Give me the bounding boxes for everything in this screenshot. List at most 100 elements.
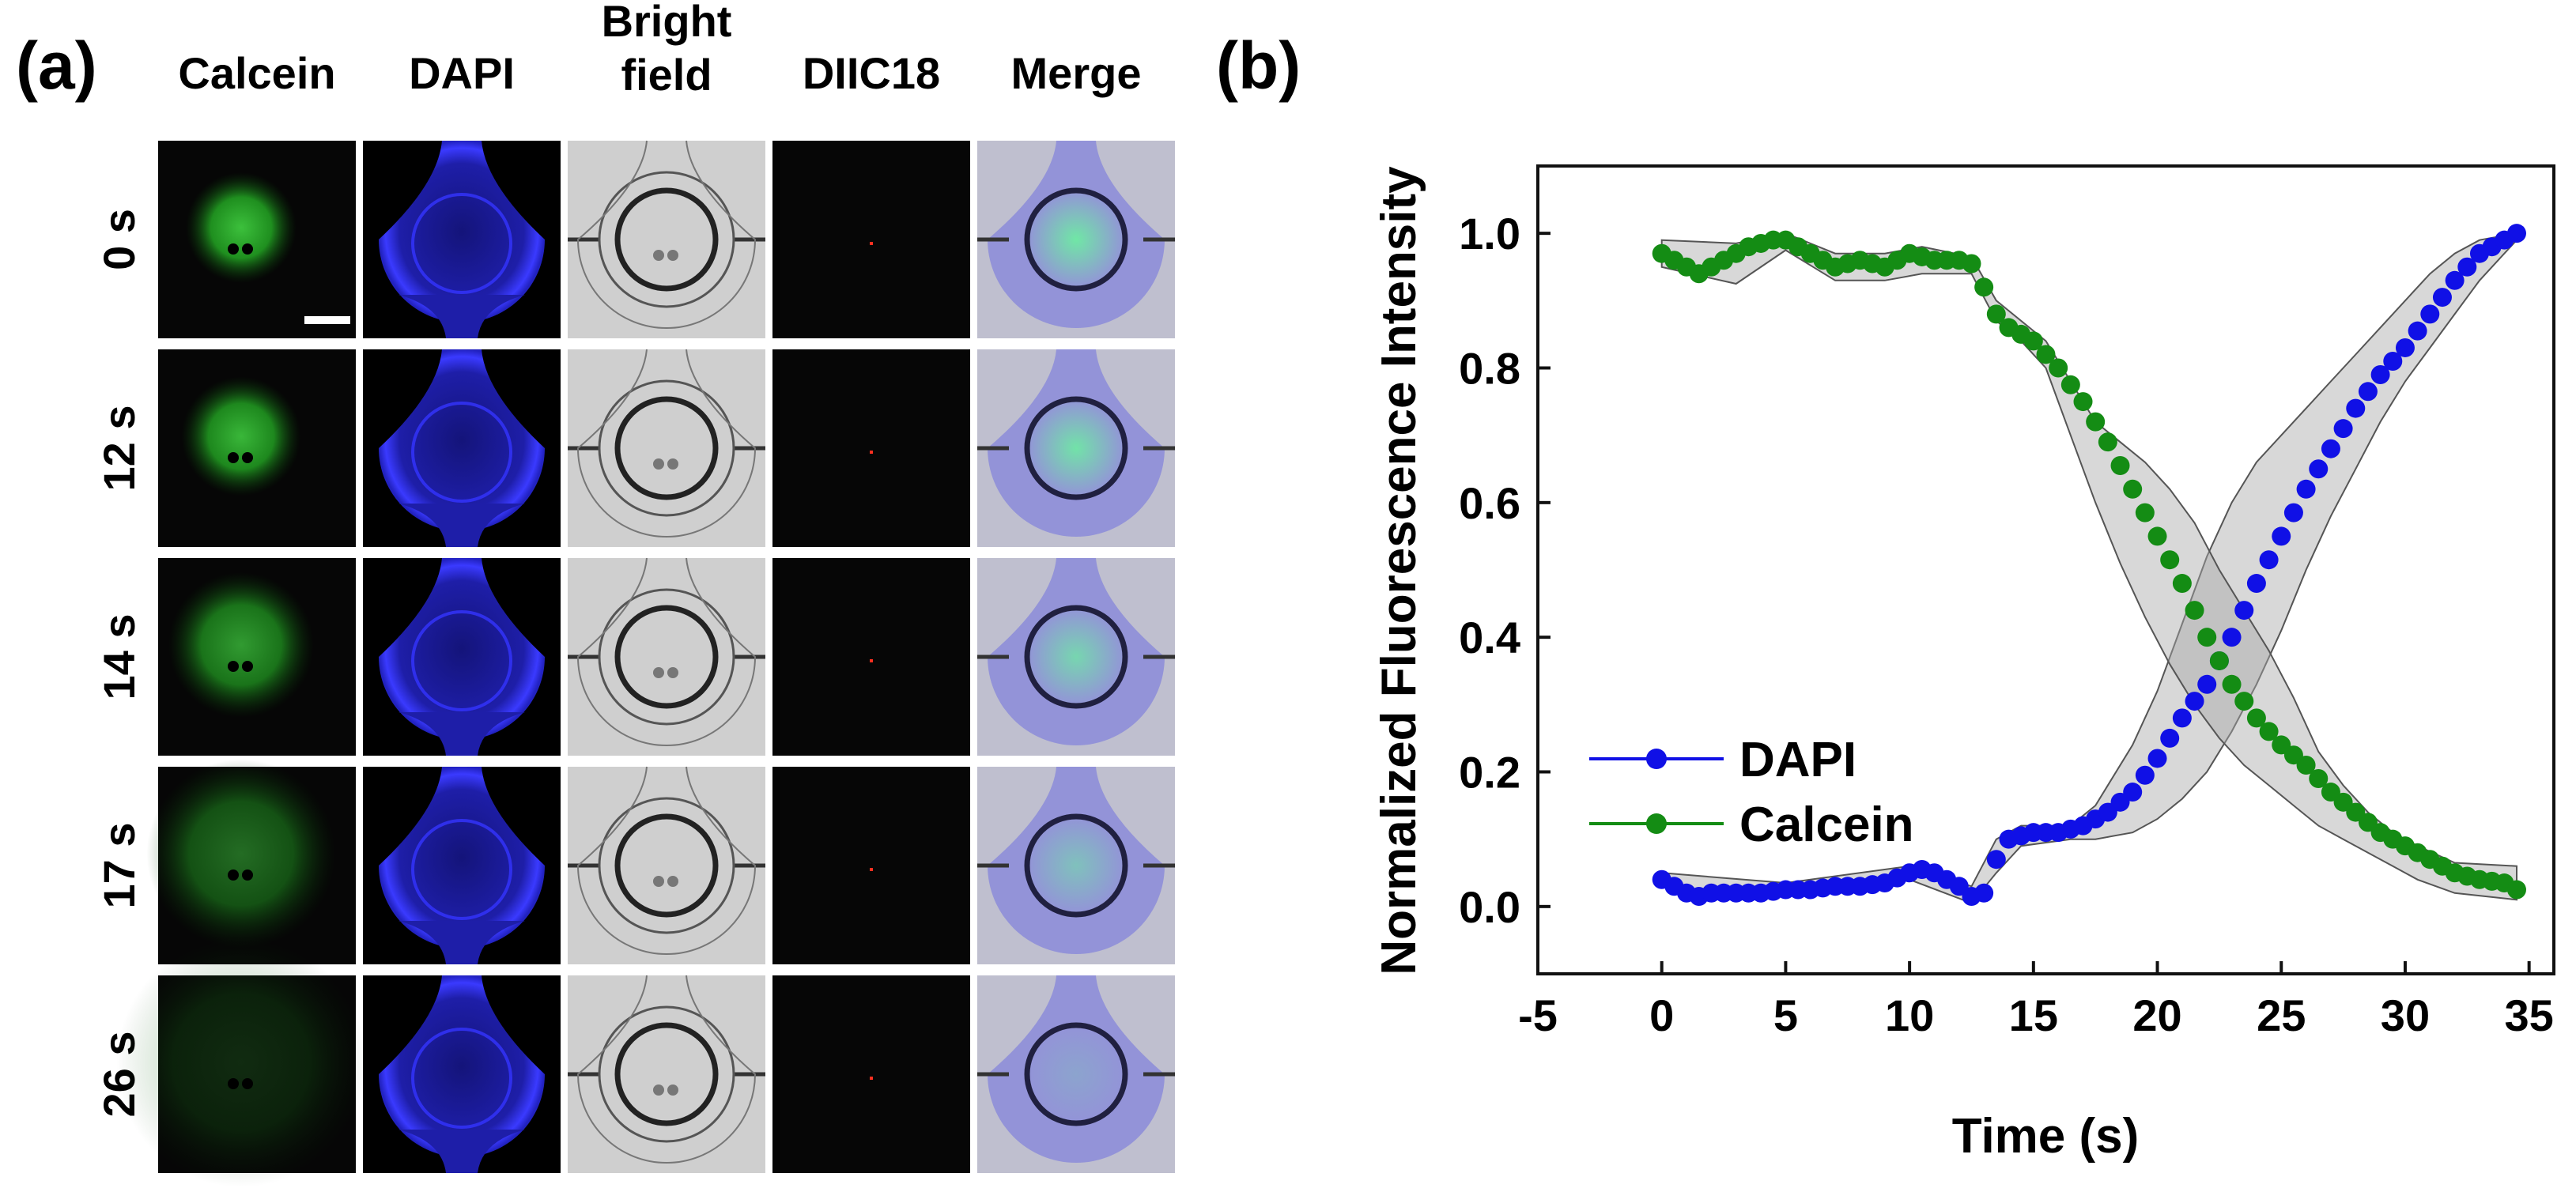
data-point [2506,880,2526,900]
y-tick-label: 0.0 [1459,882,1520,932]
y-tick-label: 0.2 [1459,748,1520,798]
data-point [2147,526,2167,546]
micrograph-tile [363,558,561,756]
data-point [2185,692,2204,711]
data-point [1974,883,1994,903]
data-point [2135,503,2155,522]
data-point [2296,479,2316,499]
micrograph-tiles [116,140,1175,1187]
micrograph-tile [116,937,366,1187]
x-tick-label: 35 [2505,990,2554,1040]
micrograph-tile [568,557,765,756]
data-point [2395,338,2415,357]
data-point [2283,503,2303,522]
micrograph-tile [977,141,1175,338]
data-point [1962,254,1981,273]
micrograph-tile [772,767,970,964]
micrograph-tile [568,975,765,1173]
micrograph-tile [363,141,561,338]
data-point [2370,365,2390,385]
column-header: DIIC18 [803,48,940,98]
data-point [2172,574,2192,594]
data-point [2086,412,2106,432]
micrograph-tile [772,558,970,756]
micrograph-tile [568,140,765,338]
row-label: 14 s [94,614,144,700]
micrograph-tile [772,141,970,338]
y-tick-label: 0.6 [1459,478,1520,528]
plot-frame [1536,164,2555,975]
panel-b-chart: (b) -5 0 5 10 15 20 25 30 35 0.0 0.2 0.4 0.6 0.8 1.0 T… [1216,28,2555,1164]
y-tick-label: 0.8 [1459,344,1520,394]
column-header: DAPI [409,48,515,98]
data-point [2358,382,2378,402]
data-point [2383,351,2403,371]
data-point [2246,708,2266,728]
axis-ticks: -5 0 5 10 15 20 25 30 35 0.0 0.2 0.4 0.6 0.8 1.0 [1459,209,2554,1040]
data-point [2222,628,2242,647]
data-point [2309,459,2329,479]
micrograph-tile [363,767,561,964]
data-point [2060,375,2080,394]
micrograph-tile [158,141,356,338]
x-tick-label: 25 [2257,990,2306,1040]
data-point [2259,722,2279,741]
data-point [2160,550,2180,570]
y-axis-label: Normalized Fluorescence Intensity [1372,166,1426,975]
data-point [2197,674,2217,694]
data-point [2234,692,2254,711]
series-points [1652,224,2526,907]
micrograph-tile [363,349,561,547]
series-calcein [1652,230,2526,900]
data-point [2246,574,2266,594]
micrograph-tile [568,349,765,547]
data-point [2160,728,2180,748]
legend-marker [1646,749,1667,769]
micrograph-tile [977,558,1175,756]
data-point [2185,601,2204,621]
column-header: Merge [1011,48,1142,98]
data-point [2296,755,2316,775]
data-point [1974,277,1994,297]
row-labels: 0 s12 s14 s17 s26 s [94,209,144,1117]
x-tick-label: 5 [1773,990,1798,1040]
x-tick-label: -5 [1518,990,1558,1040]
data-point [2073,392,2093,412]
data-point [2321,439,2340,458]
data-point [2123,783,2143,802]
data-point [2309,769,2329,789]
data-point [2408,321,2427,341]
data-point [2123,479,2143,499]
data-point [2036,345,2056,364]
micrograph-tile [977,767,1175,964]
row-label: 0 s [94,209,144,270]
data-point [2023,331,2043,351]
legend-marker [1646,813,1667,834]
data-point [2457,257,2477,277]
micrograph-tile [158,558,356,756]
data-point [2272,526,2291,546]
row-label: 12 s [94,406,144,492]
data-point [2209,651,2229,670]
micrograph-tile [772,975,970,1173]
data-point [2135,765,2155,785]
data-point [2259,550,2279,570]
legend-label: Calcein [1739,798,1914,852]
legend-label: DAPI [1739,733,1856,787]
data-point [1986,850,2006,869]
micrograph-tile [977,349,1175,547]
micrograph-tile [363,975,561,1173]
y-tick-label: 1.0 [1459,209,1520,258]
x-tick-label: 0 [1649,990,1674,1040]
data-point [2432,288,2452,307]
column-header: Bright field [602,0,732,100]
panel-a-image-grid: (a) Calcein DAPI Bright field DIIC18 Merge 0 … [16,0,1175,1187]
panel-a-label: (a) [16,28,97,103]
x-tick-label: 20 [2132,990,2181,1040]
x-tick-label: 30 [2381,990,2430,1040]
data-point [2197,628,2217,647]
data-point [2222,674,2242,694]
x-tick-label: 15 [2009,990,2058,1040]
panel-b-label: (b) [1216,28,1301,103]
micrograph-tile [772,349,970,547]
